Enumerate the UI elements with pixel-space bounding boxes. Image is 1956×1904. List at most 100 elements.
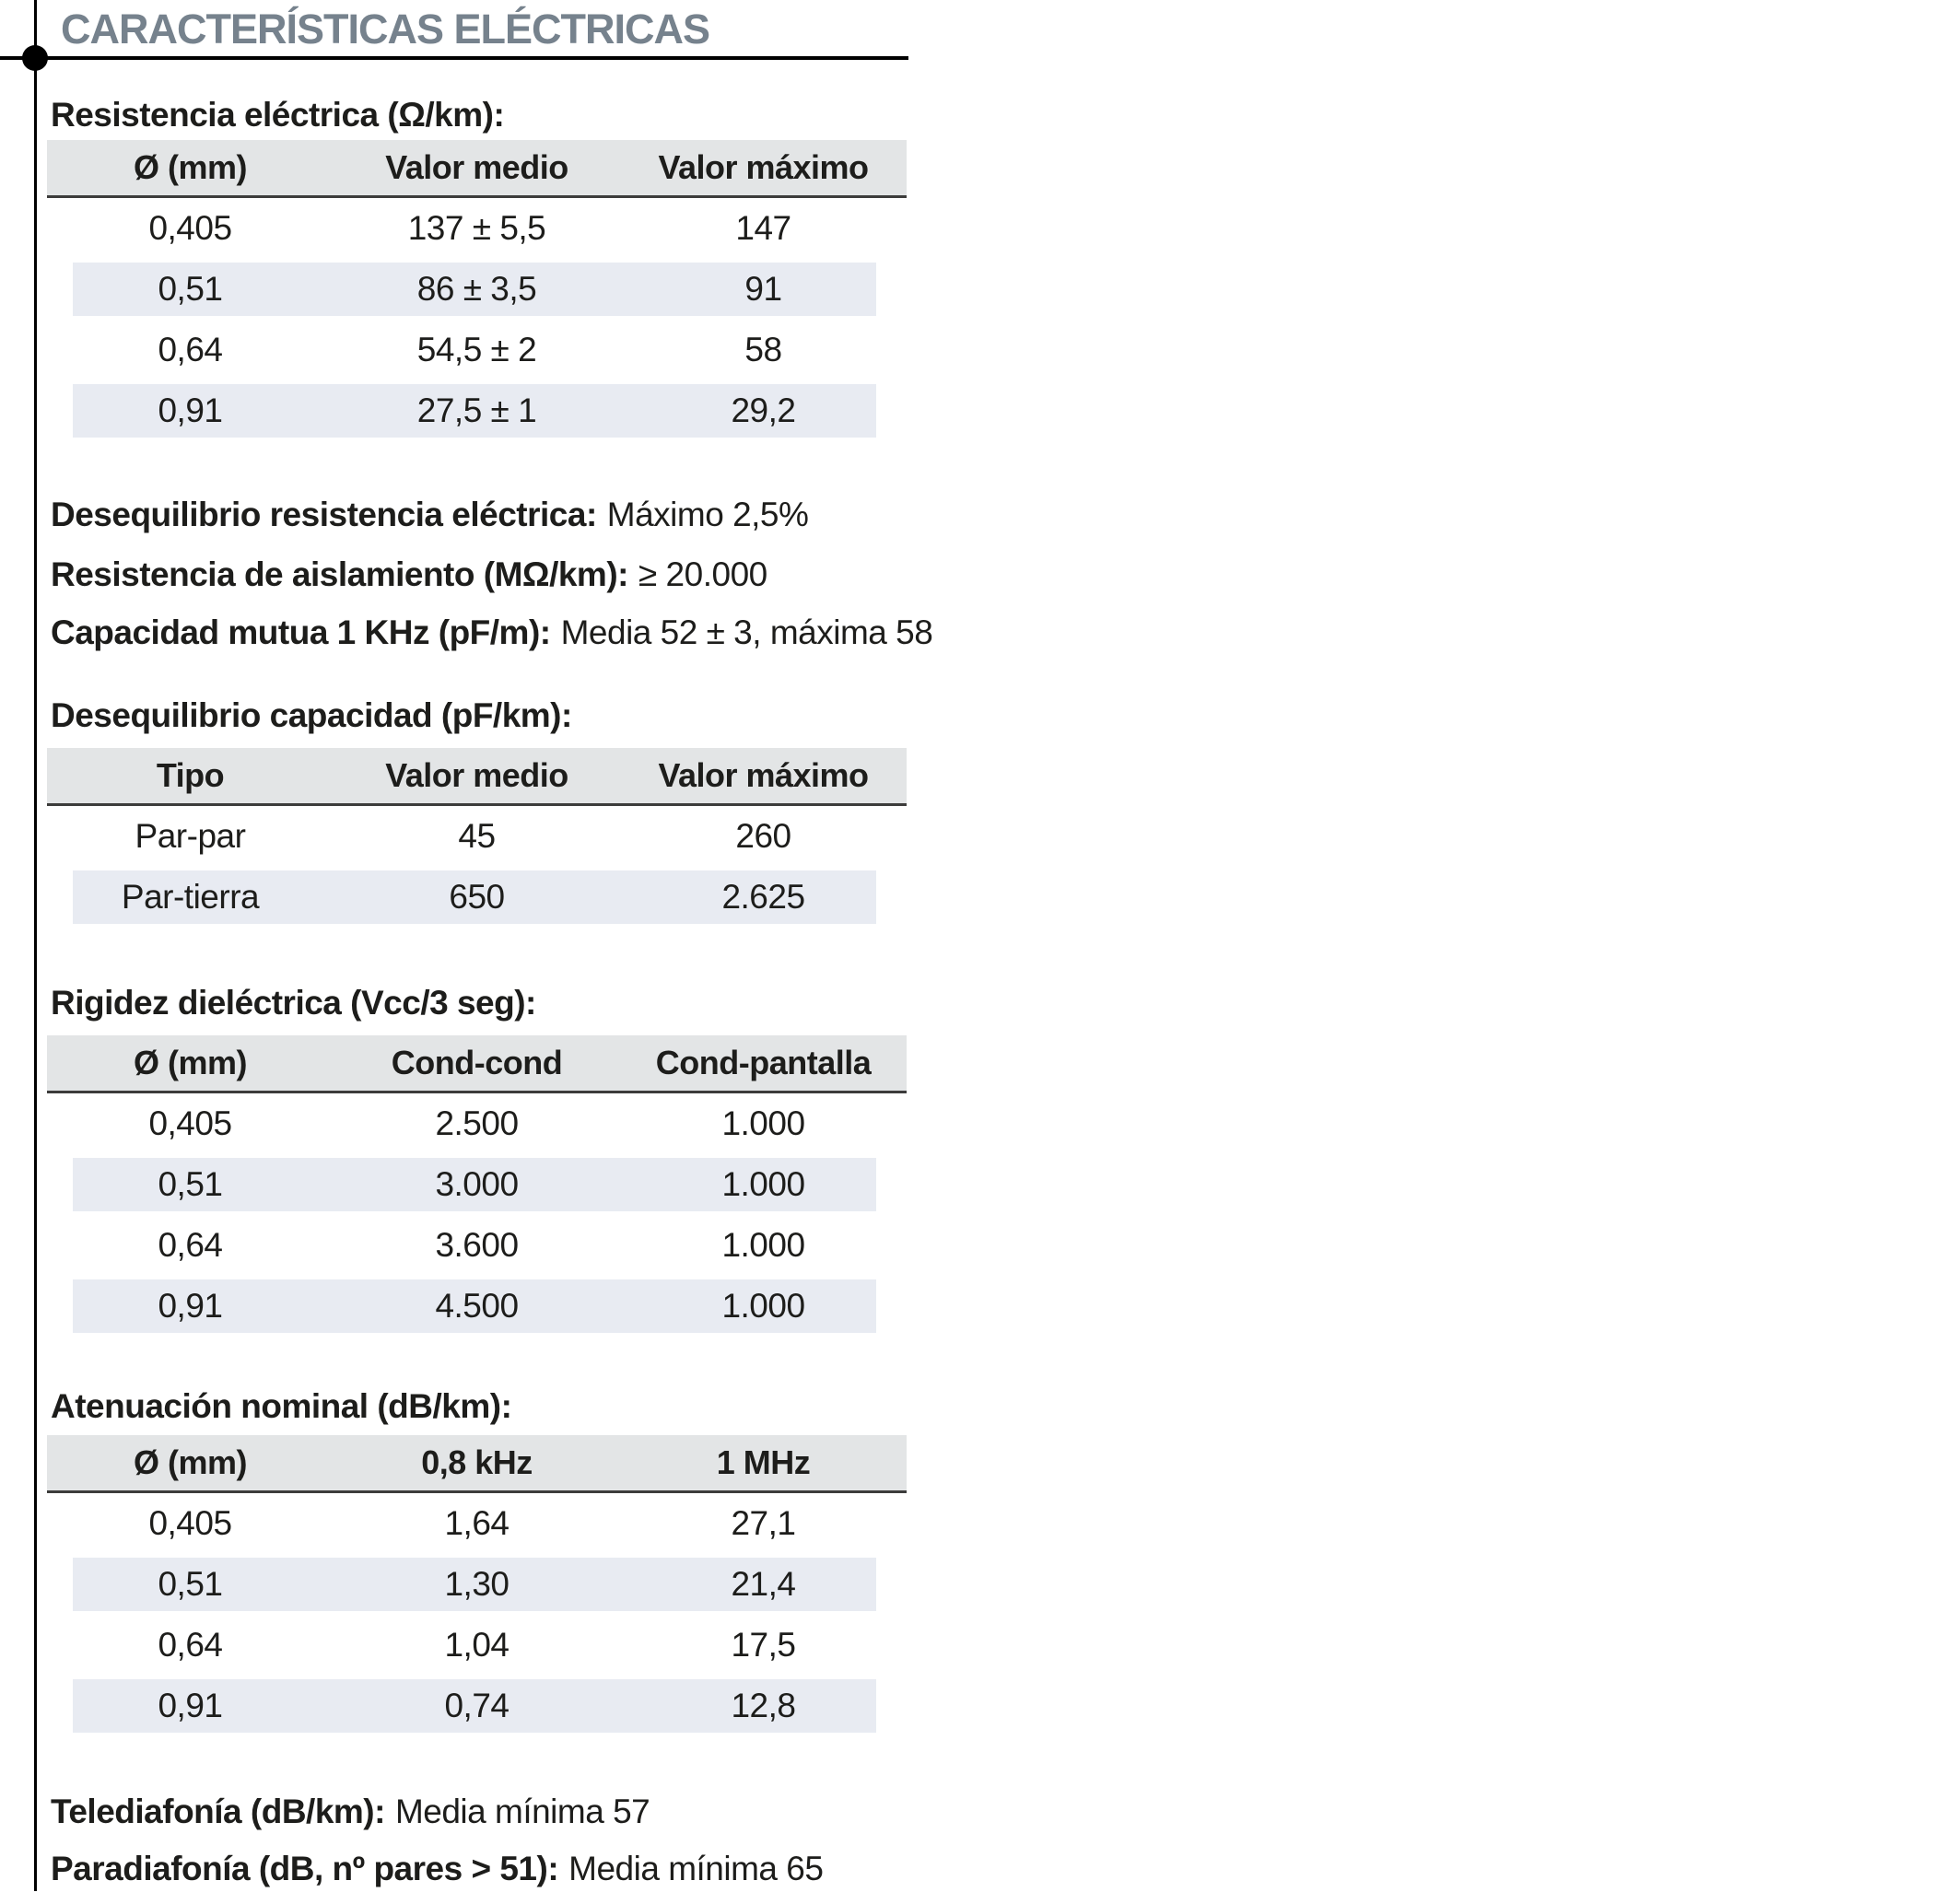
- table-header-row: Ø (mm) Cond-cond Cond-pantalla: [47, 1035, 907, 1093]
- crop-mark-dot: [22, 45, 48, 71]
- table-header-row: Tipo Valor medio Valor máximo: [47, 748, 907, 806]
- spec-line: Resistencia de aislamiento (MΩ/km): ≥ 20.…: [51, 555, 767, 594]
- spec-label: Paradiafonía (dB, nº pares > 51):: [51, 1850, 559, 1887]
- table-row: 0,405 137 ± 5,5 147: [47, 198, 907, 259]
- table-cell: 54,5 ± 2: [416, 331, 537, 368]
- spec-line: Paradiafonía (dB, nº pares > 51): Media m…: [51, 1850, 824, 1888]
- column-header: Tipo: [156, 756, 225, 794]
- column-header: Valor máximo: [658, 148, 869, 186]
- table-cell: 4.500: [435, 1287, 519, 1325]
- table-cell: 21,4: [731, 1565, 796, 1603]
- resistencia-table: Ø (mm) Valor medio Valor máximo 0,405 13…: [47, 140, 907, 441]
- table-row: 0,64 3.600 1.000: [47, 1215, 907, 1276]
- table-cell: 0,74: [444, 1687, 509, 1724]
- section-heading-rigidez: Rigidez dieléctrica (Vcc/3 seg):: [51, 984, 536, 1022]
- table-cell: 650: [449, 878, 505, 916]
- table-cell: 1.000: [721, 1287, 805, 1325]
- table-cell: 0,64: [158, 1626, 223, 1664]
- table-cell: 45: [458, 817, 496, 855]
- spec-label: Capacidad mutua 1 KHz (pF/m):: [51, 613, 551, 651]
- table-row: Par-tierra 650 2.625: [47, 867, 907, 928]
- table-row: Par-par 45 260: [47, 806, 907, 867]
- section-heading-resistencia: Resistencia eléctrica (Ω/km):: [51, 96, 505, 134]
- table-row: 0,64 1,04 17,5: [47, 1615, 907, 1676]
- page-title: CARACTERÍSTICAS ELÉCTRICAS: [61, 6, 710, 53]
- table-row: 0,405 2.500 1.000: [47, 1093, 907, 1154]
- column-header: 0,8 kHz: [421, 1443, 533, 1481]
- table-row: 0,51 1,30 21,4: [47, 1554, 907, 1615]
- column-header: Valor medio: [385, 148, 568, 186]
- table-row: 0,91 27,5 ± 1 29,2: [47, 380, 907, 441]
- table-cell: 0,405: [148, 209, 232, 247]
- atenuacion-table: Ø (mm) 0,8 kHz 1 MHz 0,405 1,64 27,1 0,5…: [47, 1435, 907, 1736]
- table-cell: 0,91: [158, 1287, 223, 1325]
- table-cell: 17,5: [731, 1626, 796, 1664]
- section-heading-atenuacion: Atenuación nominal (dB/km):: [51, 1387, 512, 1425]
- column-header: Cond-cond: [391, 1044, 563, 1081]
- table-cell: Par-par: [135, 817, 246, 855]
- table-cell: 3.000: [435, 1165, 519, 1203]
- left-crop-rule: [34, 0, 37, 1891]
- section-heading-desequilibrio-capacidad: Desequilibrio capacidad (pF/km):: [51, 696, 572, 734]
- table-cell: 2.500: [435, 1104, 519, 1142]
- table-cell: 1,64: [444, 1504, 509, 1542]
- spec-value: ≥ 20.000: [638, 555, 767, 593]
- table-cell: 0,91: [158, 1687, 223, 1724]
- table-cell: 27,5 ± 1: [416, 391, 537, 429]
- table-cell: 0,51: [158, 1165, 223, 1203]
- rigidez-table: Ø (mm) Cond-cond Cond-pantalla 0,405 2.5…: [47, 1035, 907, 1337]
- table-cell: Par-tierra: [121, 878, 260, 916]
- column-header: Ø (mm): [134, 148, 248, 186]
- table-cell: 0,64: [158, 331, 223, 368]
- spec-line: Telediafonía (dB/km): Media mínima 57: [51, 1793, 650, 1831]
- title-underline-rule: [0, 56, 908, 60]
- spec-value: Media 52 ± 3, máxima 58: [560, 613, 933, 651]
- table-cell: 137 ± 5,5: [407, 209, 546, 247]
- table-cell: 1,04: [444, 1626, 509, 1664]
- table-cell: 1.000: [721, 1226, 805, 1264]
- spec-value: Media mínima 65: [568, 1850, 824, 1887]
- table-row: 0,51 86 ± 3,5 91: [47, 259, 907, 320]
- column-header: Ø (mm): [134, 1443, 248, 1481]
- spec-line: Desequilibrio resistencia eléctrica: Máxi…: [51, 496, 809, 534]
- spec-value: Media mínima 57: [394, 1793, 650, 1830]
- column-header: 1 MHz: [716, 1443, 811, 1481]
- table-row: 0,51 3.000 1.000: [47, 1154, 907, 1215]
- table-cell: 0,51: [158, 1565, 223, 1603]
- spec-value: Máximo 2,5%: [606, 496, 809, 533]
- table-cell: 1.000: [721, 1165, 805, 1203]
- table-row: 0,405 1,64 27,1: [47, 1493, 907, 1554]
- table-cell: 0,405: [148, 1104, 232, 1142]
- table-cell: 0,405: [148, 1504, 232, 1542]
- column-header: Cond-pantalla: [655, 1044, 872, 1081]
- table-cell: 3.600: [435, 1226, 519, 1264]
- table-cell: 0,91: [158, 391, 223, 429]
- table-cell: 1,30: [444, 1565, 509, 1603]
- table-cell: 2.625: [721, 878, 805, 916]
- column-header: Valor máximo: [658, 756, 869, 794]
- table-cell: 147: [735, 209, 791, 247]
- spec-label: Resistencia de aislamiento (MΩ/km):: [51, 555, 628, 593]
- spec-label: Telediafonía (dB/km):: [51, 1793, 385, 1830]
- table-cell: 0,64: [158, 1226, 223, 1264]
- column-header: Valor medio: [385, 756, 568, 794]
- table-cell: 1.000: [721, 1104, 805, 1142]
- table-cell: 27,1: [731, 1504, 796, 1542]
- spec-line: Capacidad mutua 1 KHz (pF/m): Media 52 ± …: [51, 613, 933, 652]
- table-cell: 58: [744, 331, 782, 368]
- table-cell: 29,2: [731, 391, 796, 429]
- desequilibrio-capacidad-table: Tipo Valor medio Valor máximo Par-par 45…: [47, 748, 907, 928]
- table-row: 0,91 0,74 12,8: [47, 1676, 907, 1736]
- table-row: 0,91 4.500 1.000: [47, 1276, 907, 1337]
- table-cell: 91: [744, 270, 782, 308]
- table-cell: 0,51: [158, 270, 223, 308]
- table-cell: 260: [735, 817, 791, 855]
- table-cell: 12,8: [731, 1687, 796, 1724]
- table-header-row: Ø (mm) 0,8 kHz 1 MHz: [47, 1435, 907, 1493]
- table-row: 0,64 54,5 ± 2 58: [47, 320, 907, 380]
- column-header: Ø (mm): [134, 1044, 248, 1081]
- spec-label: Desequilibrio resistencia eléctrica:: [51, 496, 597, 533]
- table-cell: 86 ± 3,5: [416, 270, 537, 308]
- table-header-row: Ø (mm) Valor medio Valor máximo: [47, 140, 907, 198]
